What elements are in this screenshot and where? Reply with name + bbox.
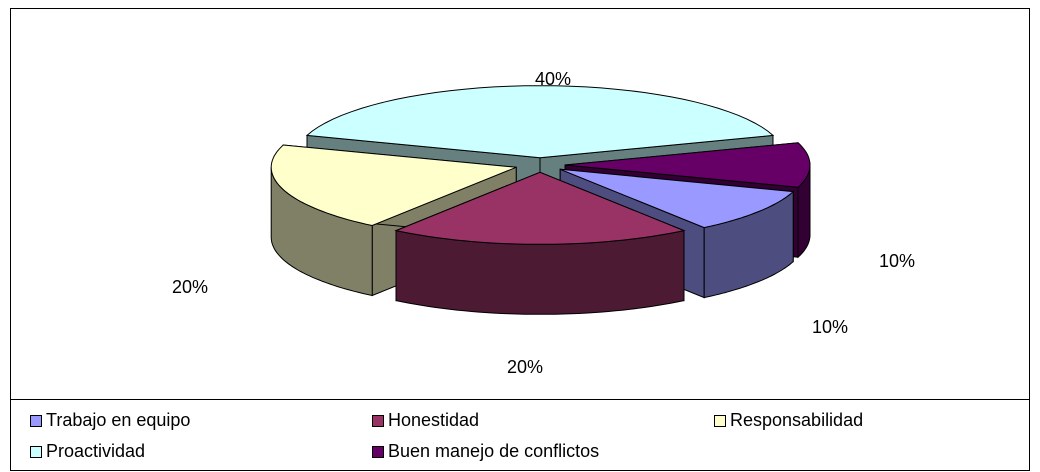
- legend-swatch: [30, 446, 42, 458]
- slice: [270, 144, 517, 227]
- data-label: 10%: [812, 317, 848, 337]
- data-label: 40%: [535, 69, 571, 89]
- legend-swatch: [372, 446, 384, 458]
- legend-label: Honestidad: [388, 410, 479, 430]
- legend-swatch: [30, 415, 42, 427]
- slice: [394, 171, 686, 245]
- legend-swatch: [372, 415, 384, 427]
- legend-swatch: [714, 415, 726, 427]
- slice: [305, 85, 775, 159]
- legend-label: Responsabilidad: [730, 410, 863, 430]
- data-label: 20%: [172, 277, 208, 297]
- legend-label: Trabajo en equipo: [46, 410, 190, 430]
- slice: [560, 168, 795, 229]
- legend: Trabajo en equipo Honestidad Responsabilid…: [30, 410, 863, 461]
- legend-label: Proactividad: [46, 441, 145, 461]
- pie: 10% 20% 20% 40% 10%: [172, 69, 915, 377]
- slice: [564, 142, 811, 188]
- legend-label: Buen manejo de conflictos: [388, 441, 599, 461]
- legend-box: [10, 399, 1030, 471]
- data-label: 20%: [507, 357, 543, 377]
- data-label: 10%: [879, 251, 915, 271]
